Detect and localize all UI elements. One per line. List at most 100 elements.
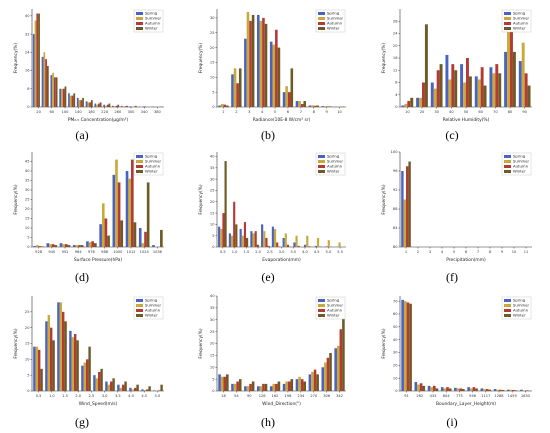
bar-spring [112,105,114,107]
chart-panel: 80 84 88 92 96 100 1 2 3 4 5 6 7 8 9 10 11 Precipitation(… [381,150,532,284]
bar-winter [133,222,137,247]
bar-summer [105,105,107,107]
y-axis-label: Frequency(%) [198,184,204,215]
bar-autumn [524,73,528,107]
bar-winter [226,374,229,392]
bar-spring [41,56,44,107]
chart-panel: 0 5 10 15 20 25 30 35 40 45 928 940 952 964 976 988 1000… [13,152,164,284]
x-tick-label: 775 [456,394,463,398]
x-axis-label: PM₂.₅ Concentration(μg/m³) [68,117,129,123]
bar-autumn [262,383,265,392]
bar-summer [284,233,287,247]
bar-summer [298,101,301,107]
bar-autumn [262,17,265,107]
bar-autumn [38,246,42,247]
y-tick-label: 25 [210,330,215,334]
x-tick-label: 270 [310,394,318,398]
x-tick-label: 2 [417,250,419,254]
x-tick-label: 10 [405,110,410,114]
bar-summer [119,387,122,391]
legend-label: Spring [327,11,340,16]
x-tick-label: 60 [478,110,483,114]
bar-summer [62,244,65,247]
x-tick-label: 30 [434,110,439,114]
bar-autumn [104,218,108,247]
bar-autumn [106,104,109,107]
bar-winter [408,161,411,247]
y-tick-label: 15 [25,217,30,221]
y-tick-label: 25 [25,198,30,202]
bar-autumn [422,82,425,107]
bar-autumn [499,389,502,391]
bar-summer [128,178,131,247]
legend-label: Autumn [145,164,161,169]
bar-winter [277,381,281,391]
bar-autumn [480,67,484,107]
y-tick-label: 0 [27,105,30,109]
y-tick-label: 10 [25,226,30,230]
x-tick-label: 5.5 [337,250,343,254]
legend-label: Spring [513,11,526,16]
bar-winter [439,64,443,108]
y-tick-label: 84 [393,226,398,230]
bar-summer [509,389,513,391]
bar-spring [467,387,470,391]
legend [133,9,164,33]
bar-winter [112,378,115,391]
legend-swatch [504,299,511,302]
chart-panel: 0 5 10 15 20 25 0.5 1.0 1.5 2.0 2.5 3.0 3.5 4.0 4.5 5.0… [13,296,164,429]
bar-summer [246,386,250,391]
y-tick-label: 0 [212,105,215,109]
bar-summer [43,52,46,107]
bar-summer [295,235,298,247]
x-tick-label: 4 [441,250,444,254]
legend-label: Autumn [145,21,161,26]
bar-spring [256,386,260,391]
x-tick-label: 5.0 [155,394,161,398]
y-axis-label: Frequency(%) [381,43,387,74]
y-axis-label: Frequency(%) [198,328,204,359]
legend-label: Spring [327,154,340,159]
bar-spring [401,299,404,391]
bar-summer [241,235,244,247]
y-tick-label: 5 [212,377,214,381]
y-tick-label: 0 [395,105,398,109]
bar-autumn [236,83,239,107]
x-tick-label: 1.5 [62,394,68,398]
bar-spring [50,75,53,107]
bar-autumn [512,389,515,391]
bar-winter [54,245,58,247]
bar-autumn [339,329,343,391]
legend-swatch [136,22,143,25]
y-tick-label: 20 [210,46,215,50]
chart-panel: 0 5 10 15 20 25 30 35 40 0.5 1.0 1.5 2.0 2.5 3.0 3.5 4.0… [198,152,346,284]
bar-summer [95,378,98,391]
bar-autumn [326,357,330,391]
bar-summer [430,387,433,391]
bar-spring [269,41,273,107]
legend-swatch [504,22,511,25]
bar-spring [244,386,247,391]
x-tick-label: 90 [522,110,527,114]
bar-spring [239,228,242,247]
x-tick-label: 234 [297,394,305,398]
bar-winter [424,24,428,108]
legend-label: Winter [327,169,340,174]
bar-autumn [406,166,409,247]
y-tick-label: 40 [25,14,30,18]
bar-summer [131,389,134,391]
bar-summer [59,302,62,391]
x-tick-label: 8 [313,110,316,114]
bar-summer [417,384,420,391]
bar-autumn [50,327,53,391]
legend-swatch [318,12,325,15]
bar-summer [403,199,406,247]
bar-winter [422,385,426,391]
x-tick-label: 162 [272,394,279,398]
bar-autumn [122,384,125,391]
y-tick-label: 30 [210,318,215,322]
y-tick-label: 16 [393,56,398,60]
bar-summer [220,104,224,107]
legend-swatch [318,160,325,163]
x-axis-label: Wind_Direction(°) [262,401,301,407]
